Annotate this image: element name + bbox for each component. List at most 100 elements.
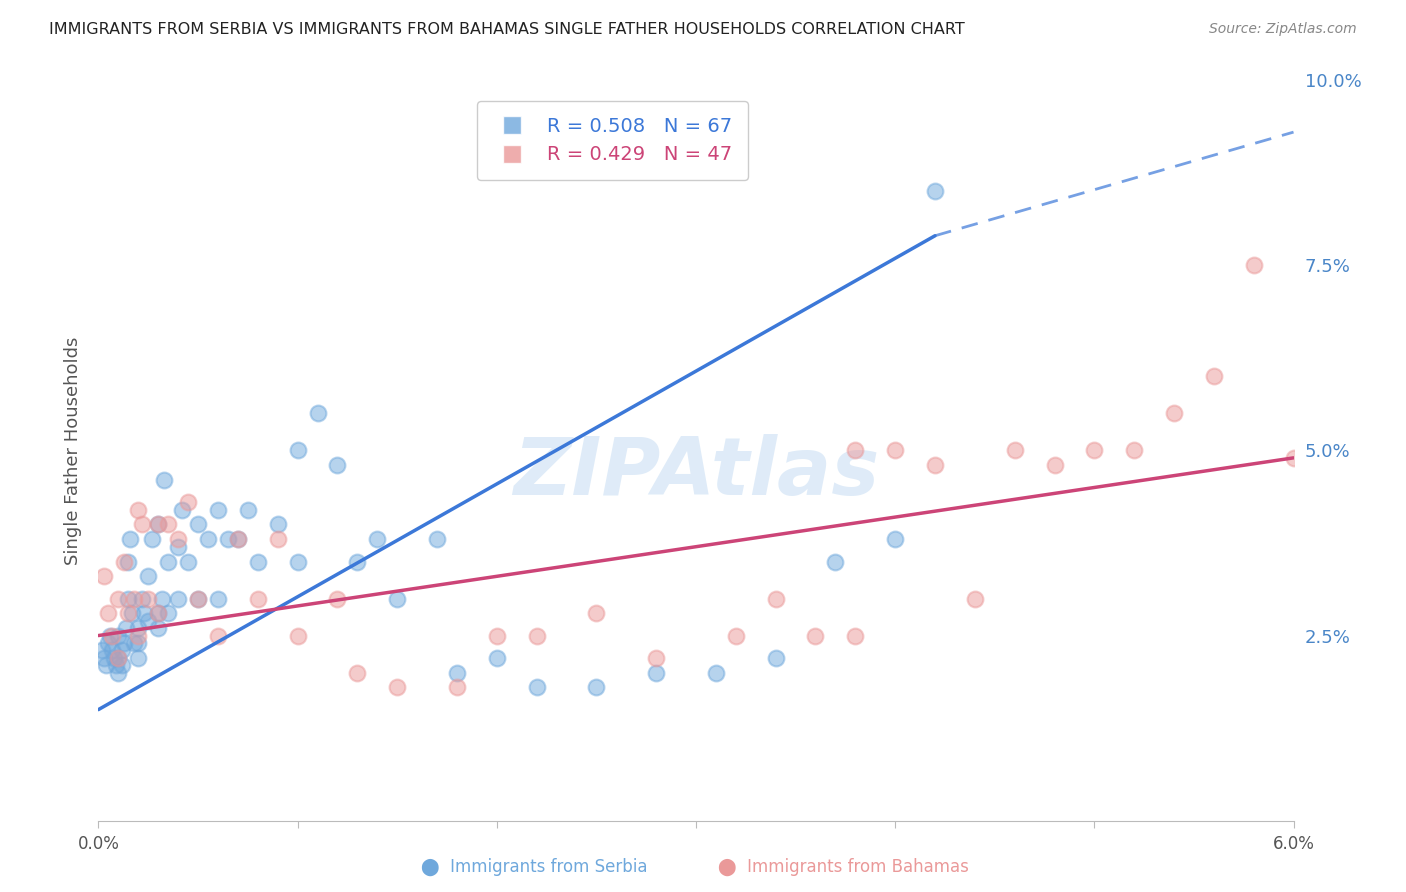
Point xyxy=(485,628,508,642)
Point xyxy=(346,665,368,680)
Point xyxy=(148,607,170,621)
Point xyxy=(326,591,349,606)
Point xyxy=(148,621,170,635)
Point xyxy=(1004,443,1026,458)
Point xyxy=(526,681,548,695)
Point xyxy=(117,591,139,606)
Point xyxy=(107,591,129,606)
Point xyxy=(217,533,239,547)
Point xyxy=(346,554,368,569)
Point xyxy=(924,458,946,473)
Point xyxy=(207,628,229,642)
Point xyxy=(107,628,129,642)
Point xyxy=(287,443,309,458)
Point xyxy=(307,407,329,421)
Point xyxy=(97,636,120,650)
Point xyxy=(385,591,409,606)
Point xyxy=(115,621,138,635)
Point xyxy=(120,533,142,547)
Point xyxy=(91,643,114,657)
Point xyxy=(963,591,986,606)
Point xyxy=(124,591,146,606)
Point xyxy=(112,554,135,569)
Point xyxy=(127,502,149,516)
Point xyxy=(111,643,134,657)
Point xyxy=(207,591,229,606)
Point xyxy=(131,517,153,532)
Point xyxy=(765,591,787,606)
Point xyxy=(136,591,159,606)
Point xyxy=(136,614,159,628)
Point xyxy=(207,502,229,516)
Point xyxy=(117,554,139,569)
Text: ⬤  Immigrants from Bahamas: ⬤ Immigrants from Bahamas xyxy=(718,858,969,876)
Y-axis label: Single Father Households: Single Father Households xyxy=(63,336,82,565)
Point xyxy=(141,533,163,547)
Text: Source: ZipAtlas.com: Source: ZipAtlas.com xyxy=(1209,22,1357,37)
Point xyxy=(93,650,115,665)
Point xyxy=(226,533,249,547)
Point xyxy=(101,643,124,657)
Point xyxy=(93,569,115,583)
Point xyxy=(287,554,309,569)
Point xyxy=(645,665,668,680)
Point xyxy=(177,554,200,569)
Point xyxy=(131,591,153,606)
Point xyxy=(150,591,173,606)
Point xyxy=(526,628,548,642)
Point xyxy=(884,533,907,547)
Point xyxy=(127,650,149,665)
Point xyxy=(148,607,170,621)
Point xyxy=(111,658,134,673)
Point xyxy=(157,554,180,569)
Point xyxy=(1043,458,1066,473)
Point xyxy=(267,533,290,547)
Point xyxy=(1243,259,1265,273)
Point xyxy=(765,650,787,665)
Point xyxy=(187,591,209,606)
Point xyxy=(153,473,176,487)
Point xyxy=(1282,450,1305,465)
Point xyxy=(1163,407,1185,421)
Point xyxy=(446,665,468,680)
Text: IMMIGRANTS FROM SERBIA VS IMMIGRANTS FROM BAHAMAS SINGLE FATHER HOUSEHOLDS CORRE: IMMIGRANTS FROM SERBIA VS IMMIGRANTS FRO… xyxy=(49,22,965,37)
Point xyxy=(187,517,209,532)
Point xyxy=(246,591,269,606)
Point xyxy=(97,607,120,621)
Point xyxy=(117,607,139,621)
Point xyxy=(107,650,129,665)
Point xyxy=(385,681,409,695)
Text: ⬤  Immigrants from Serbia: ⬤ Immigrants from Serbia xyxy=(420,858,648,876)
Point xyxy=(645,650,668,665)
Point xyxy=(112,636,135,650)
Point xyxy=(148,517,170,532)
Point xyxy=(585,607,607,621)
Legend: R = 0.508   N = 67, R = 0.429   N = 47: R = 0.508 N = 67, R = 0.429 N = 47 xyxy=(477,101,748,180)
Point xyxy=(107,650,129,665)
Point xyxy=(804,628,827,642)
Point xyxy=(485,650,508,665)
Point xyxy=(148,517,170,532)
Point xyxy=(167,540,190,554)
Point xyxy=(136,569,159,583)
Point xyxy=(704,665,727,680)
Point xyxy=(172,502,194,516)
Point xyxy=(287,628,309,642)
Point xyxy=(134,607,156,621)
Point xyxy=(101,628,124,642)
Point xyxy=(844,443,866,458)
Point xyxy=(187,591,209,606)
Point xyxy=(177,495,200,509)
Point xyxy=(267,517,290,532)
Point xyxy=(105,658,128,673)
Point xyxy=(446,681,468,695)
Point xyxy=(426,533,449,547)
Point xyxy=(1202,369,1225,384)
Point xyxy=(844,628,866,642)
Point xyxy=(167,591,190,606)
Point xyxy=(121,607,143,621)
Point xyxy=(226,533,249,547)
Point xyxy=(366,533,388,547)
Point xyxy=(124,636,146,650)
Point xyxy=(724,628,747,642)
